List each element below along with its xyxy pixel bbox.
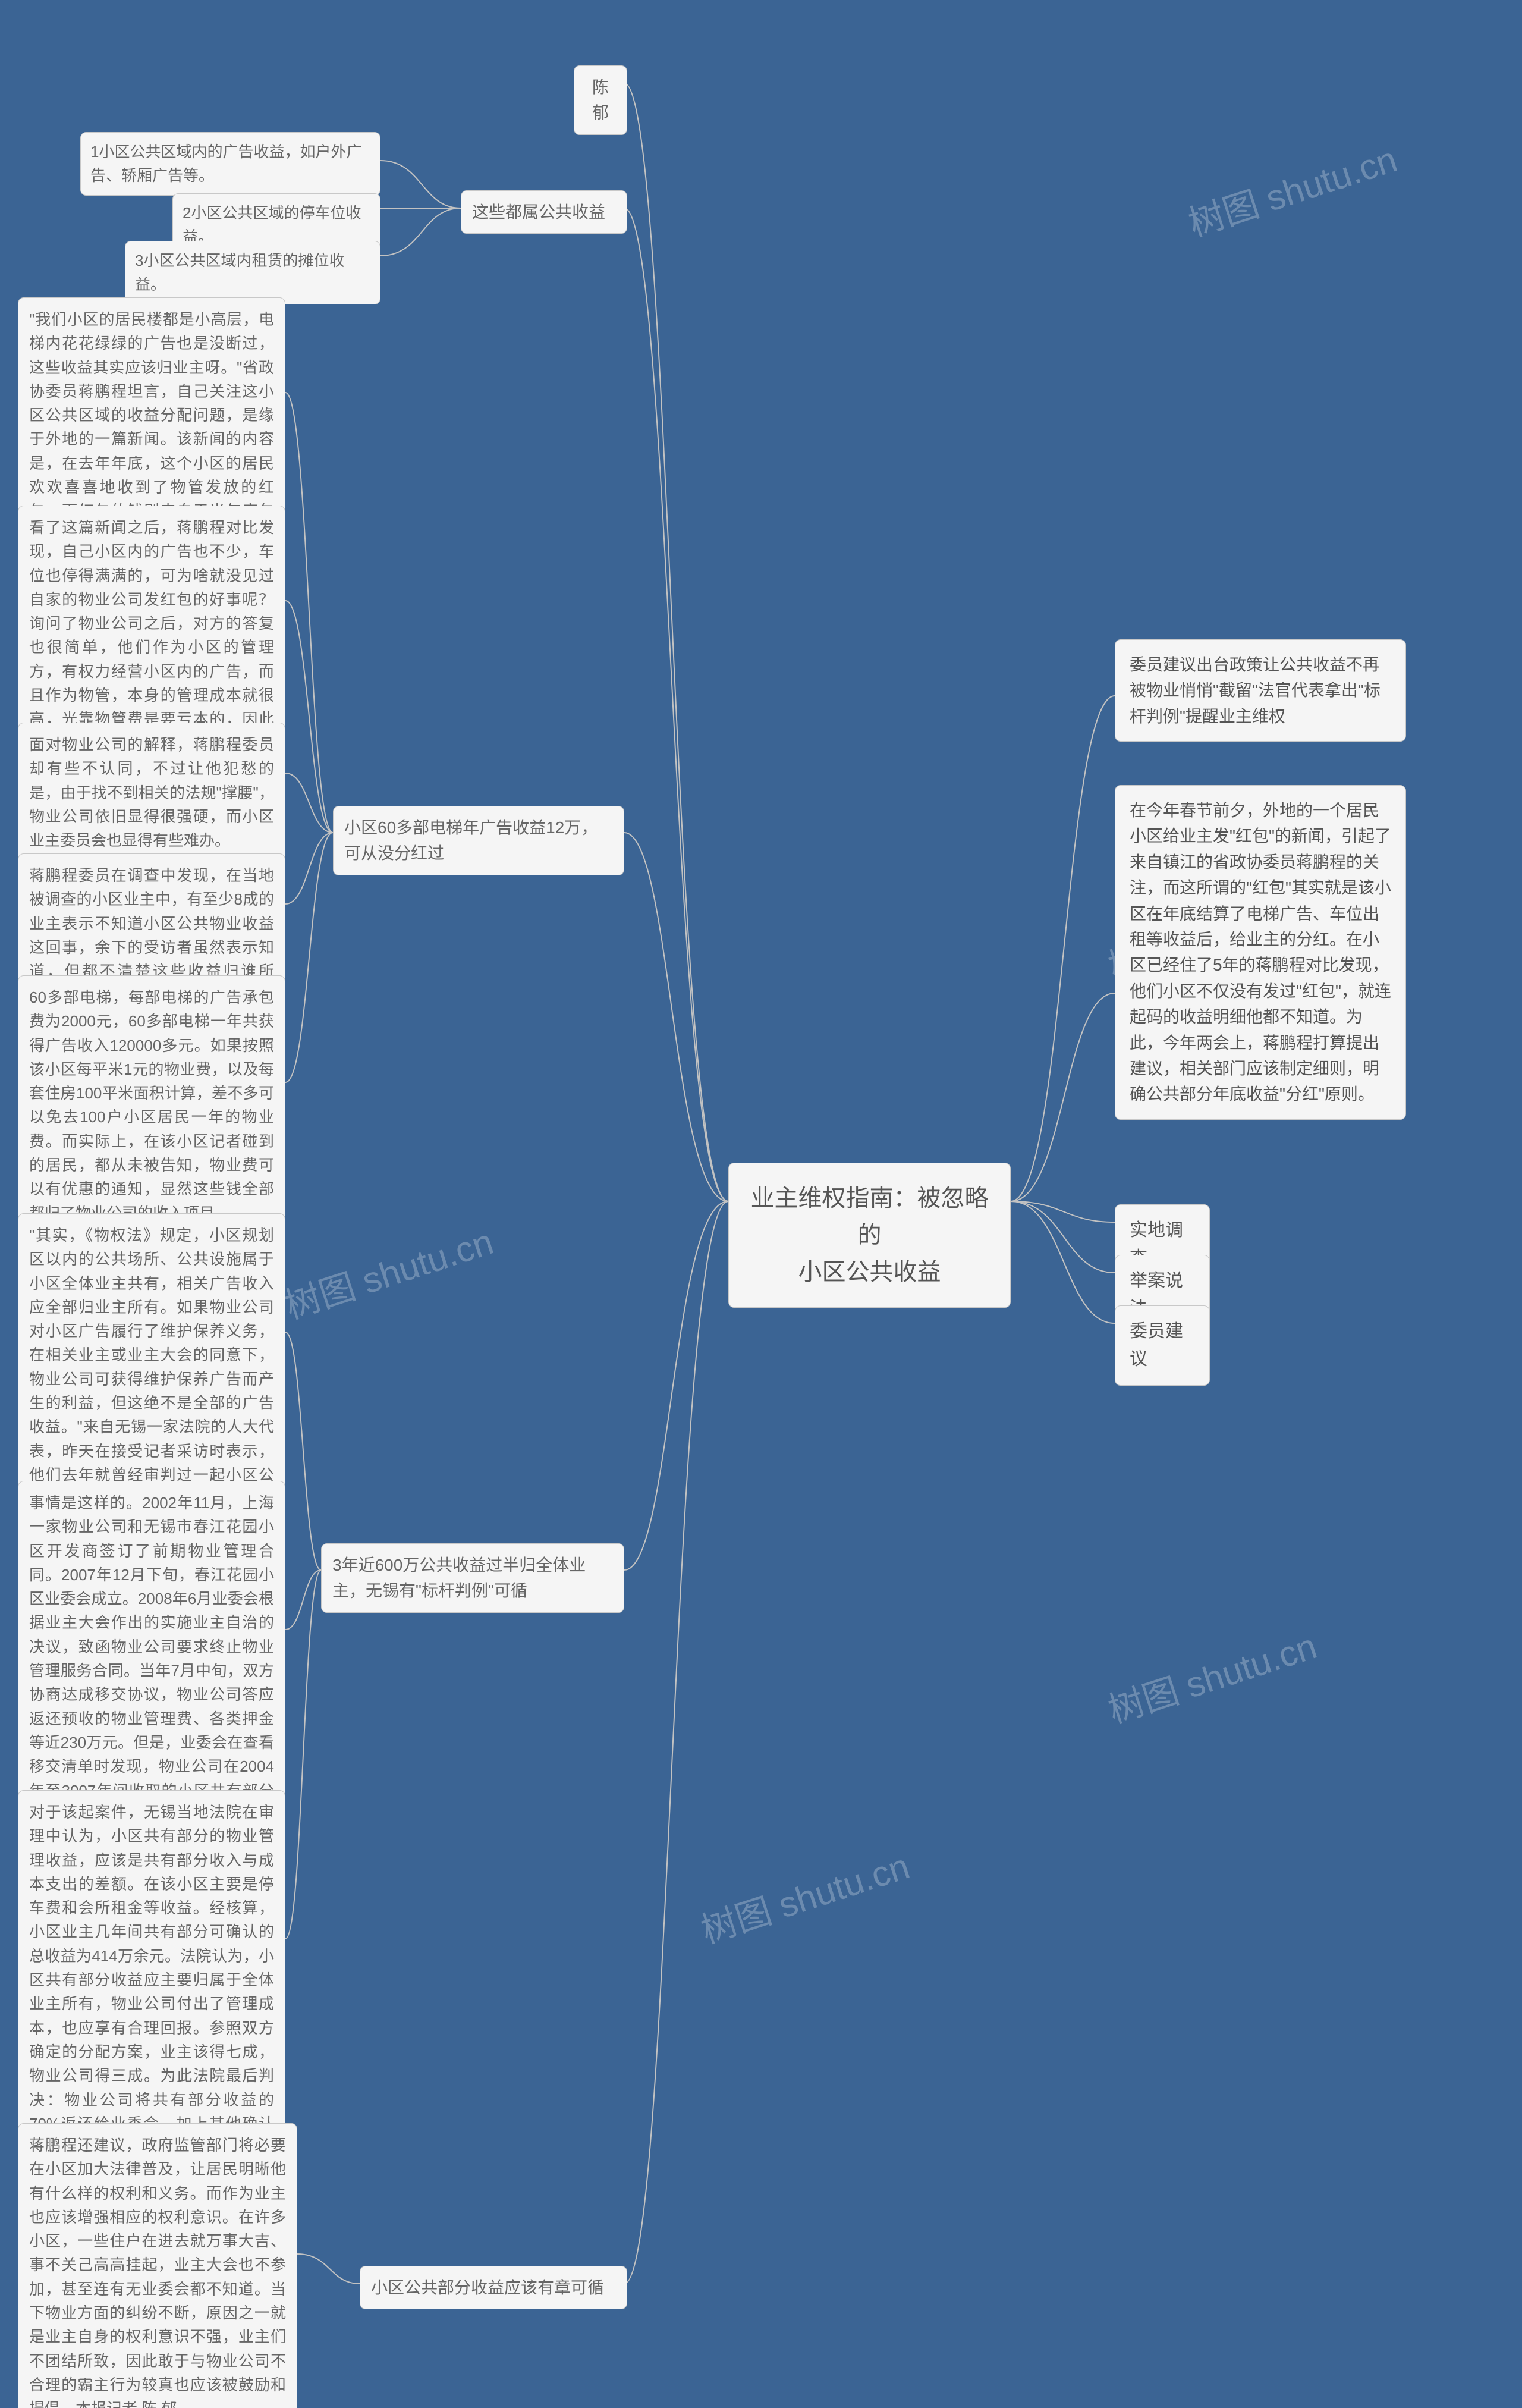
b2-title-line2: 可从没分红过 bbox=[344, 844, 444, 862]
watermark: 树图 shutu.cn bbox=[694, 1838, 916, 1954]
b3-title-line2: 主，无锡有"标杆判例"可循 bbox=[332, 1581, 527, 1600]
b1-title: 这些都属公共收益 bbox=[461, 190, 627, 234]
right-intro-2: 在今年春节前夕，外地的一个居民小区给业主发"红包"的新闻，引起了来自镇江的省政协… bbox=[1115, 785, 1406, 1120]
b1-item-1: 1小区公共区域内的广告收益，如户外广告、轿厢广告等。 bbox=[80, 132, 380, 196]
author-node: 陈 郁 bbox=[574, 65, 627, 135]
b1-item-3: 3小区公共区域内租赁的摊位收益。 bbox=[125, 241, 380, 304]
b2-para-3: 面对物业公司的解释，蒋鹏程委员却有些不认同，不过让他犯愁的是，由于找不到相关的法… bbox=[18, 723, 285, 862]
b3-title-line1: 3年近600万公共收益过半归全体业 bbox=[332, 1556, 586, 1574]
b2-title: 小区60多部电梯年广告收益12万， 可从没分红过 bbox=[333, 806, 624, 875]
b2-para-5: 60多部电梯，每部电梯的广告承包费为2000元，60多部电梯一年共获得广告收入1… bbox=[18, 975, 285, 1235]
watermark: 树图 shutu.cn bbox=[278, 1213, 499, 1329]
center-title-line1: 业主维权指南：被忽略的 bbox=[751, 1185, 989, 1248]
b3-title: 3年近600万公共收益过半归全体业 主，无锡有"标杆判例"可循 bbox=[321, 1543, 624, 1613]
center-node: 业主维权指南：被忽略的 小区公共收益 bbox=[728, 1163, 1011, 1308]
b4-title: 小区公共部分收益应该有章可循 bbox=[360, 2266, 627, 2309]
center-title-line2: 小区公共收益 bbox=[798, 1259, 941, 1285]
right-item-suggestion: 委员建议 bbox=[1115, 1305, 1210, 1386]
b4-para: 蒋鹏程还建议，政府监管部门将必要在小区加大法律普及，让居民明晰他有什么样的权利和… bbox=[18, 2123, 297, 2408]
watermark: 树图 shutu.cn bbox=[1181, 131, 1403, 247]
b2-title-line1: 小区60多部电梯年广告收益12万， bbox=[344, 818, 598, 837]
watermark: 树图 shutu.cn bbox=[1101, 1618, 1323, 1734]
right-intro-1: 委员建议出台政策让公共收益不再被物业悄悄"截留"法官代表拿出"标杆判例"提醒业主… bbox=[1115, 639, 1406, 742]
